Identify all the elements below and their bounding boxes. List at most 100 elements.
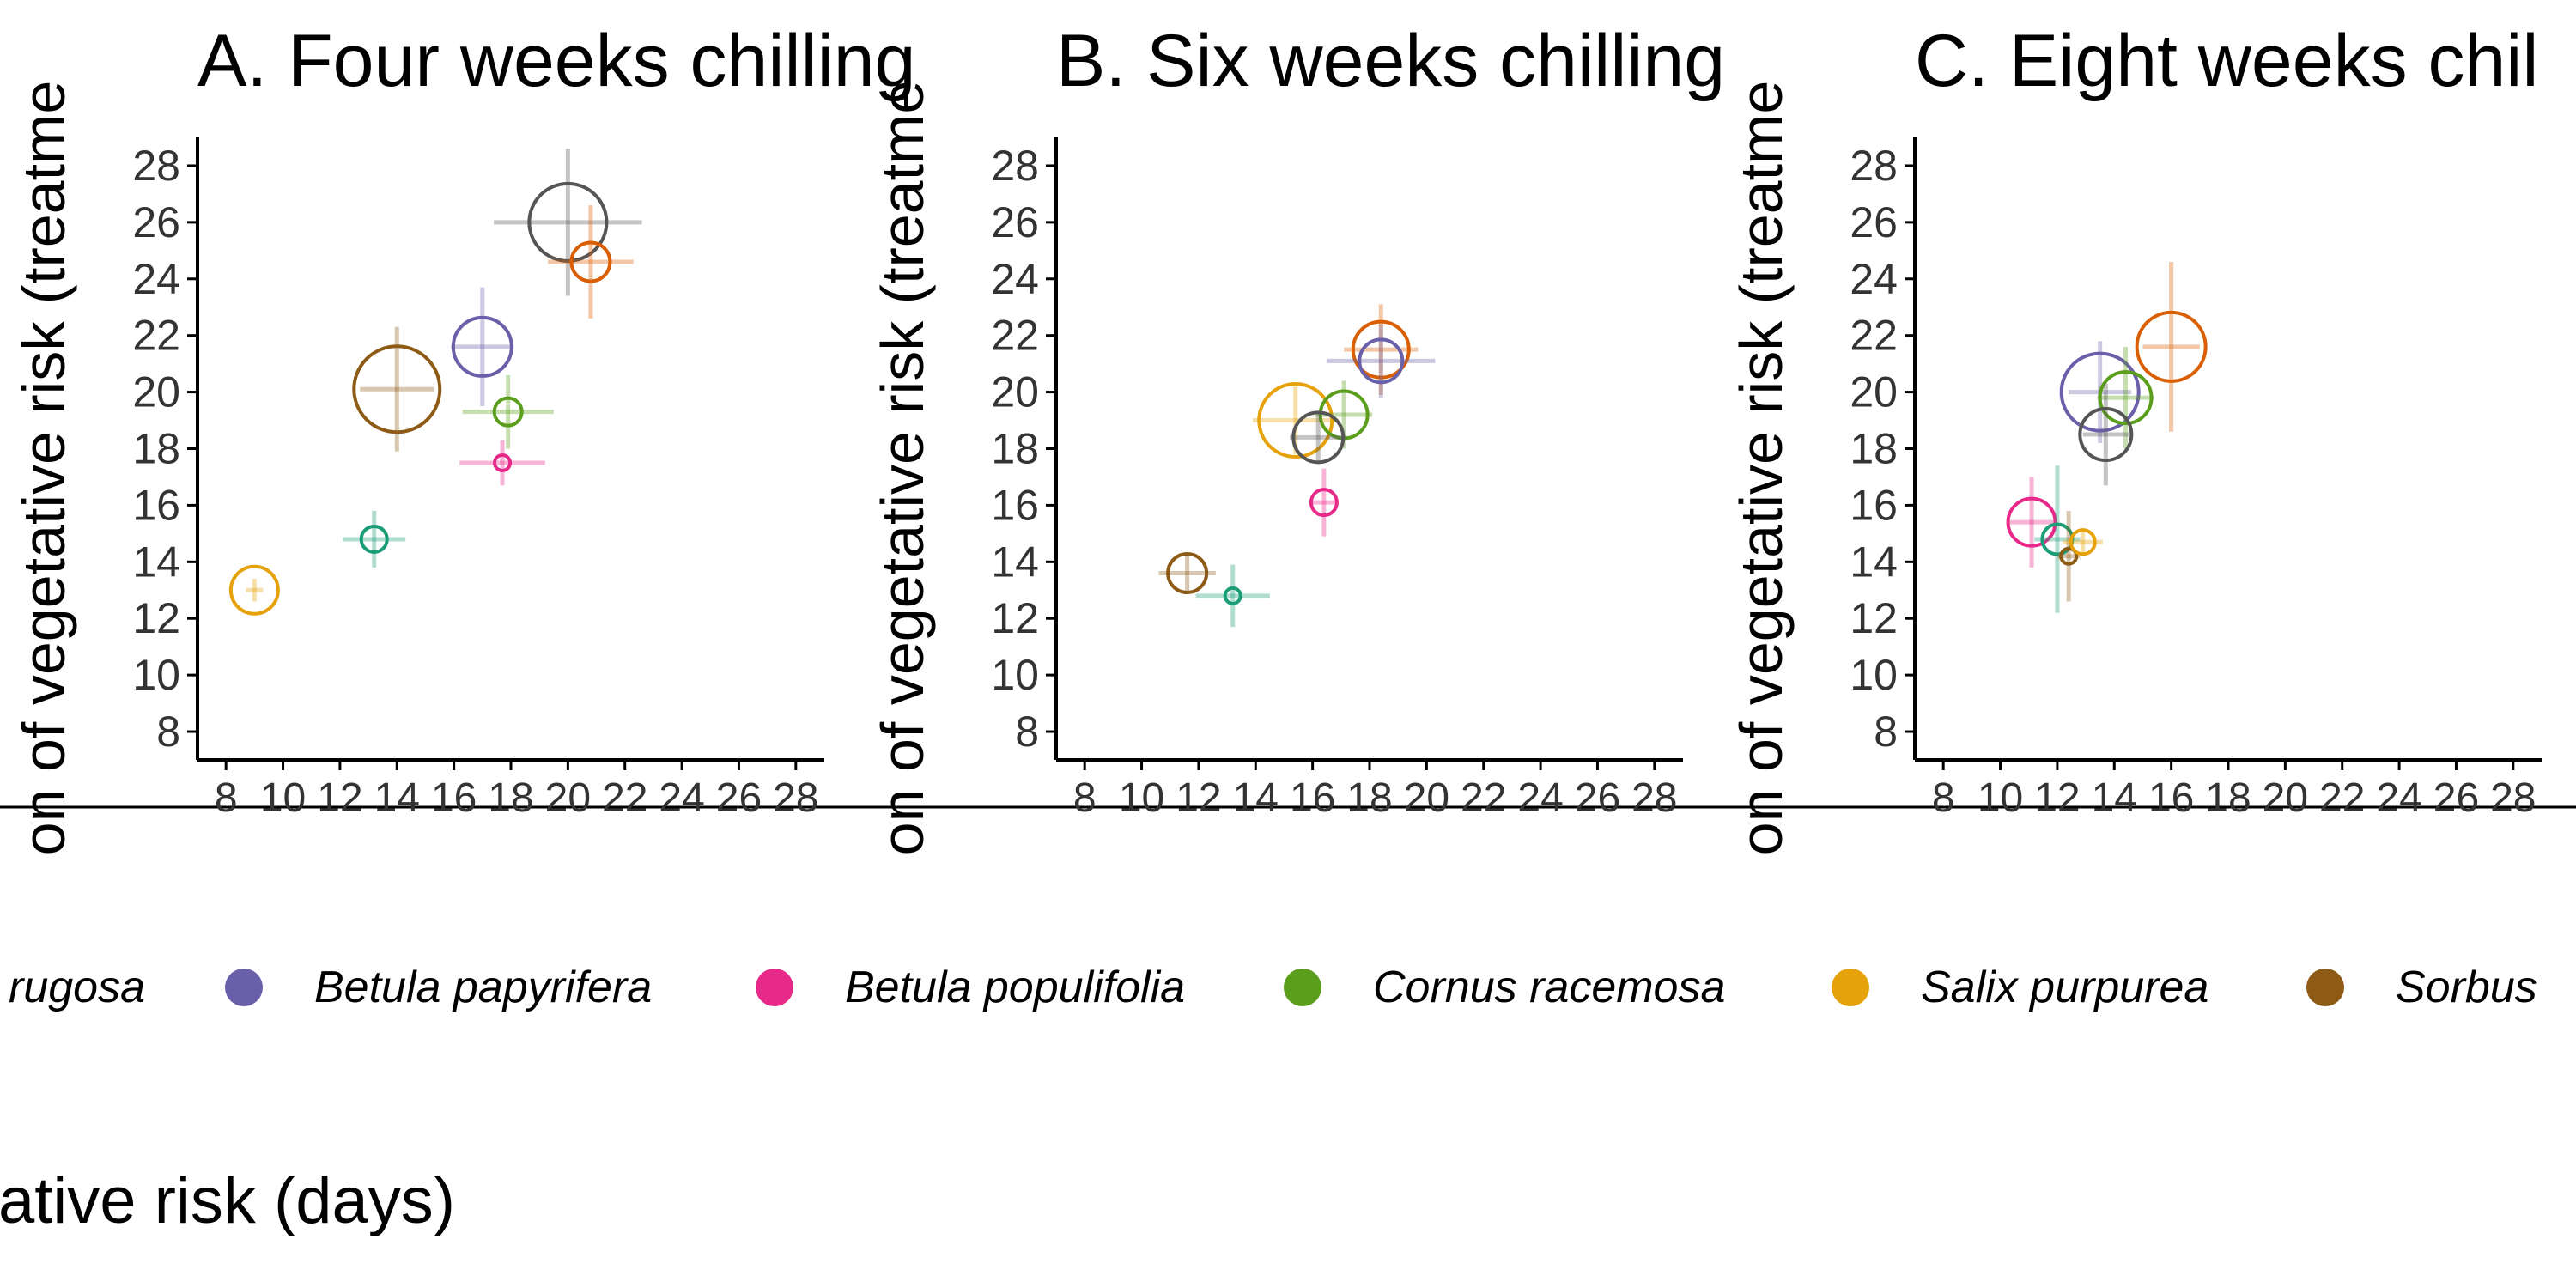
x-tick-label: 20 [2263,775,2308,821]
x-tick-label: 28 [773,775,818,821]
data-point [1351,319,1411,380]
x-tick-label: 20 [1404,775,1449,821]
x-tick-label: 8 [1073,775,1097,821]
x-tick-label: 24 [1517,775,1563,821]
y-axis-label: on of vegetative risk (treatme [1728,81,1795,856]
x-tick-label: 12 [2034,775,2080,821]
y-tick-label: 14 [132,538,180,586]
chart-panel: A. Four weeks chilling on of vegetative r… [10,20,915,855]
y-tick-label: 8 [156,708,180,756]
x-tick-label: 22 [1461,775,1506,821]
legend-label: Betula papyrifera [314,963,653,1012]
y-axis-label: on of vegetative risk (treatme [10,81,77,856]
x-tick-label: 20 [545,775,591,821]
y-tick-label: 16 [132,481,180,529]
x-tick-label: 28 [1631,775,1677,821]
legend-dot [1832,969,1869,1006]
legend-item-sorbus: Sorbus [2306,957,2537,1018]
data-point [569,240,612,283]
x-tick-label: 24 [2376,775,2421,821]
x-tick-label: 26 [1575,775,1620,821]
data-point [1223,586,1242,605]
y-tick-label: 22 [991,312,1039,360]
data-point [359,524,389,554]
x-tick-label: 10 [1978,775,2023,821]
x-tick-label: 16 [2148,775,2194,821]
y-tick-label: 24 [991,255,1039,303]
y-tick-label: 14 [1850,538,1898,586]
y-tick-label: 14 [991,538,1039,586]
y-tick-label: 28 [1850,142,1898,190]
data-point [2069,528,2097,556]
y-tick-label: 10 [991,651,1039,699]
y-tick-label: 28 [991,142,1039,190]
x-tick-label: 12 [1176,775,1221,821]
y-tick-label: 18 [1850,425,1898,473]
x-tick-label: 24 [659,775,704,821]
data-point [2059,351,2141,433]
x-tick-label: 8 [215,775,238,821]
x-tick-label: 14 [2092,775,2137,821]
x-tick-label: 16 [431,775,477,821]
y-tick-label: 24 [1850,255,1898,303]
y-tick-label: 12 [991,594,1039,642]
x-tick-label: 14 [374,775,420,821]
legend-label: rugosa [9,963,145,1012]
x-tick-label: 8 [1932,775,1955,821]
data-point [1291,410,1346,465]
y-tick-label: 16 [991,481,1039,529]
x-tick-label: 10 [260,775,306,821]
legend-dot [2306,969,2344,1006]
data-point [493,453,513,472]
data-point [2078,407,2134,463]
y-tick-label: 26 [132,198,180,246]
x-tick-label: 14 [1233,775,1279,821]
y-tick-label: 18 [991,425,1039,473]
legend-dot [756,969,793,1006]
x-axis-title: ative risk (days) [0,1164,456,1237]
data-point [352,344,442,434]
data-point [492,396,524,428]
chart-title: C. Eight weeks chil [1915,20,2539,102]
y-tick-label: 12 [132,594,180,642]
legend-item-betula-populifolia: Betula populifolia [756,957,1185,1018]
y-tick-label: 22 [1850,312,1898,360]
y-tick-label: 20 [991,368,1039,416]
legend-label: Betula populifolia [845,963,1186,1012]
data-point [2006,496,2057,548]
y-tick-label: 16 [1850,481,1898,529]
y-tick-label: 20 [1850,368,1898,416]
chart-panel: C. Eight weeks chil on of vegetative risk… [1728,20,2542,855]
data-point [1309,488,1339,518]
y-tick-label: 18 [132,425,180,473]
x-tick-label: 22 [602,775,647,821]
data-point [1257,382,1334,459]
y-tick-label: 10 [1850,651,1898,699]
legend-label: Salix purpurea [1921,963,2209,1012]
legend-dot [1284,969,1321,1006]
data-point [228,564,280,616]
y-tick-label: 12 [1850,594,1898,642]
y-tick-label: 26 [1850,198,1898,246]
legend-item-salix-purpurea: Salix purpurea [1832,957,2208,1018]
legend: rugosa Betula papyrifera Betula populifo… [0,957,2576,1018]
data-point [1358,337,1405,385]
x-tick-label: 18 [2205,775,2251,821]
data-point [1166,552,1209,594]
x-tick-label: 16 [1290,775,1335,821]
x-tick-label: 26 [716,775,762,821]
y-tick-label: 22 [132,312,180,360]
x-tick-label: 10 [1119,775,1164,821]
y-tick-label: 8 [1015,708,1039,756]
legend-item-betula-papyrifera: Betula papyrifera [225,957,652,1018]
legend-item-cornus-racemosa: Cornus racemosa [1284,957,1725,1018]
legend-item-rugosa: rugosa [9,957,145,1018]
data-point [2098,370,2154,426]
legend-label: Sorbus [2396,963,2537,1012]
x-tick-label: 18 [1346,775,1392,821]
y-tick-label: 26 [991,198,1039,246]
data-point [2135,310,2208,383]
chart-title: B. Six weeks chilling [1056,20,1725,102]
x-tick-label: 26 [2433,775,2479,821]
y-tick-label: 8 [1874,708,1898,756]
